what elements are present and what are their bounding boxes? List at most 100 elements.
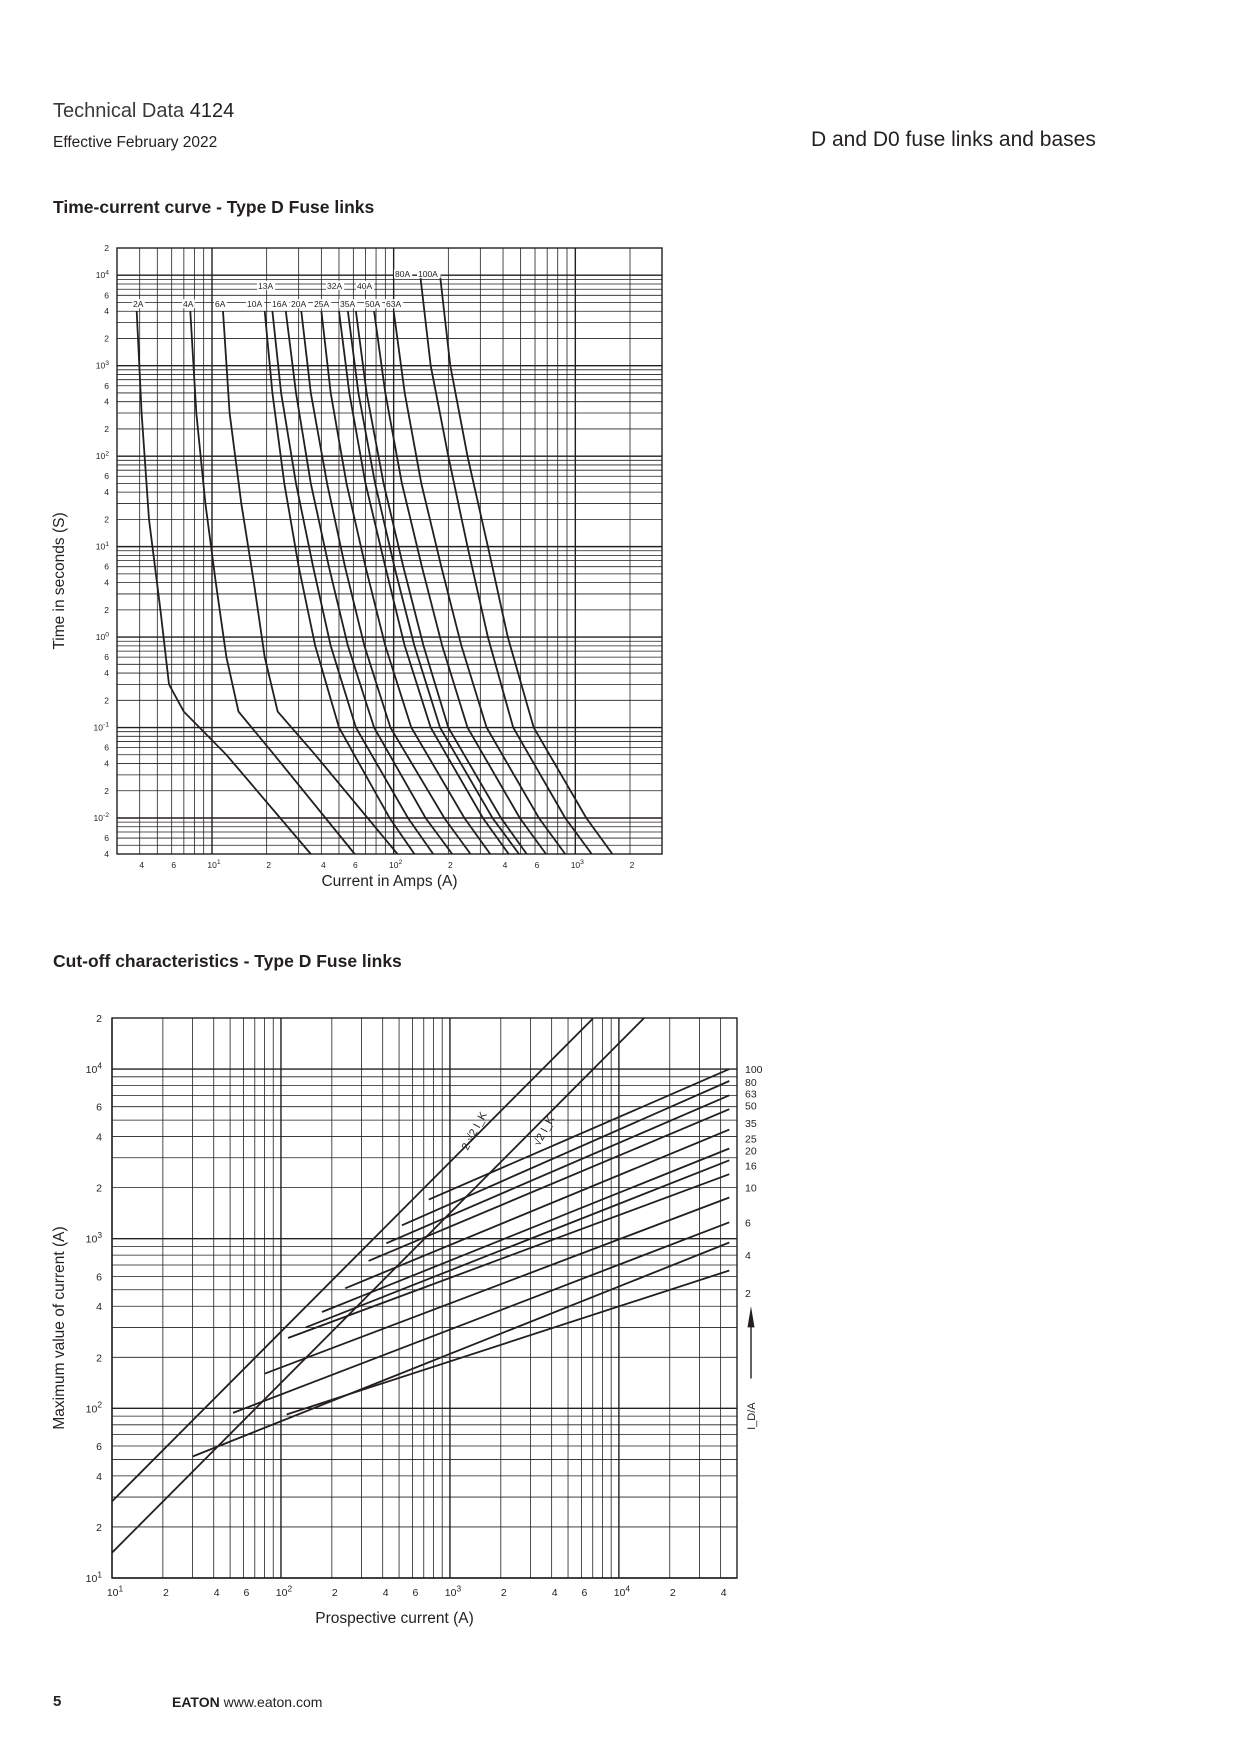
cutoff-curve-6 bbox=[232, 1221, 730, 1414]
plot-frame bbox=[116, 247, 663, 855]
curve-63A bbox=[392, 311, 566, 855]
curve-label-16A: 16A bbox=[272, 299, 287, 309]
y-tick-label: 4 bbox=[96, 1471, 102, 1483]
curve-label-background bbox=[257, 280, 276, 290]
y-tick-label: 6 bbox=[96, 1271, 102, 1283]
y-tick-label: 4 bbox=[96, 1301, 102, 1313]
rating-label-20: 20 bbox=[745, 1146, 757, 1158]
y-tick-label: 103 bbox=[96, 360, 109, 371]
document-heading: D and D0 fuse links and bases bbox=[811, 128, 1096, 151]
cutoff-curve-100 bbox=[428, 1068, 730, 1201]
x-tick-label: 2 bbox=[501, 1587, 507, 1599]
y-tick-label: 100 bbox=[96, 631, 109, 642]
x-tick-label: 102 bbox=[389, 859, 402, 870]
curve-100A bbox=[439, 275, 614, 855]
x-tick-label: 6 bbox=[244, 1587, 250, 1599]
y-tick-label: 4 bbox=[104, 397, 109, 407]
curve-label-background bbox=[313, 299, 332, 309]
y-tick-label: 6 bbox=[104, 833, 109, 843]
y-tick-label: 104 bbox=[86, 1060, 103, 1076]
y-tick-label: 104 bbox=[96, 269, 109, 280]
reference-line-labels: 2·√2 I_K √2 I_K bbox=[460, 1109, 558, 1152]
document-title: Technical Data 4124 bbox=[53, 100, 234, 123]
y-axis-title: Time in seconds (S) bbox=[51, 512, 68, 649]
page-number: 5 bbox=[53, 1693, 62, 1710]
curve-4A bbox=[189, 311, 356, 855]
cutoff-curve-35 bbox=[344, 1128, 730, 1290]
cutoff-curves bbox=[192, 1068, 730, 1458]
x-axis-ticks: 101 2 4 6 102 2 4 6 103 2 4 6 104 2 4 bbox=[107, 1583, 727, 1599]
curve-6A bbox=[222, 311, 399, 855]
curve-label-2A: 2A bbox=[133, 299, 144, 309]
curve-label-20A: 20A bbox=[291, 299, 306, 309]
reference-label-2sqrt2-ik: 2·√2 I_K bbox=[460, 1109, 490, 1152]
cutoff-curve-20 bbox=[305, 1159, 730, 1329]
y-tick-label: 2 bbox=[104, 424, 109, 434]
x-tick-label: 2 bbox=[332, 1587, 338, 1599]
x-tick-label: 2 bbox=[448, 860, 453, 870]
curve-label-25A: 25A bbox=[314, 299, 329, 309]
y-tick-label: 101 bbox=[86, 1569, 103, 1585]
x-tick-label: 103 bbox=[571, 859, 584, 870]
x-axis-ticks: 4 6 101 2 4 6 102 2 4 6 103 2 bbox=[139, 859, 634, 870]
document-number: 4124 bbox=[189, 100, 235, 122]
curve-label-background bbox=[132, 299, 145, 309]
y-tick-label: 4 bbox=[104, 306, 109, 316]
curve-label-background bbox=[339, 299, 358, 309]
cutoff-curve-63 bbox=[385, 1094, 730, 1245]
x-tick-label: 6 bbox=[171, 860, 176, 870]
rating-label-6: 6 bbox=[745, 1217, 751, 1229]
time-current-grid bbox=[116, 247, 663, 855]
y-tick-label: 4 bbox=[104, 759, 109, 769]
rating-label-10: 10 bbox=[745, 1183, 757, 1195]
curve-label-background bbox=[271, 299, 290, 309]
rating-label-2: 2 bbox=[745, 1288, 751, 1300]
x-tick-label: 101 bbox=[107, 1583, 124, 1599]
curve-16A bbox=[284, 311, 453, 855]
y-tick-label: 2 bbox=[104, 243, 109, 253]
brand-name: EATON bbox=[172, 1694, 220, 1710]
curve-label-background bbox=[214, 299, 227, 309]
curve-label-background bbox=[290, 299, 309, 309]
rating-axis-title: I_D/A bbox=[746, 1402, 758, 1430]
curve-label-63A: 63A bbox=[386, 299, 401, 309]
rating-label-80: 80 bbox=[745, 1077, 757, 1089]
x-tick-label: 4 bbox=[139, 860, 144, 870]
fuse-curves bbox=[135, 275, 614, 855]
x-tick-label: 4 bbox=[552, 1587, 558, 1599]
rating-axis-arrow-head bbox=[747, 1306, 755, 1328]
x-tick-label: 6 bbox=[413, 1587, 419, 1599]
curve-label-40A: 40A bbox=[357, 281, 372, 291]
y-tick-label: 102 bbox=[96, 450, 109, 461]
curve-label-35A: 35A bbox=[340, 299, 355, 309]
y-tick-label: 4 bbox=[104, 849, 109, 859]
curve-25A bbox=[320, 311, 491, 855]
curve-label-background bbox=[326, 280, 345, 290]
y-tick-label: 6 bbox=[104, 562, 109, 572]
curve-20A bbox=[300, 311, 472, 855]
y-tick-label: 6 bbox=[96, 1102, 102, 1114]
y-tick-label: 103 bbox=[86, 1230, 103, 1246]
curve-label-background bbox=[246, 299, 265, 309]
rating-label-4: 4 bbox=[745, 1250, 751, 1262]
y-axis-ticks: 2 104 6 4 2 103 6 4 2 102 6 4 2 101 bbox=[86, 1013, 103, 1585]
curve-10A bbox=[263, 311, 416, 855]
rating-label-35: 35 bbox=[745, 1118, 757, 1130]
curve-35A bbox=[347, 311, 520, 855]
website-link: www.eaton.com bbox=[223, 1694, 323, 1710]
curve-label-50A: 50A bbox=[365, 299, 380, 309]
footer-brand: EATON www.eaton.com bbox=[172, 1694, 322, 1710]
curve-13A bbox=[271, 311, 434, 855]
x-tick-label: 104 bbox=[614, 1583, 631, 1599]
x-tick-label: 101 bbox=[207, 859, 220, 870]
x-tick-label: 6 bbox=[581, 1587, 587, 1599]
x-axis-title: Prospective current (A) bbox=[315, 1610, 474, 1627]
cutoff-curve-50 bbox=[368, 1108, 730, 1262]
cutoff-curve-16 bbox=[287, 1173, 730, 1339]
rating-label-16: 16 bbox=[745, 1161, 757, 1173]
plot-frame bbox=[111, 1017, 738, 1579]
curve-label-background bbox=[394, 269, 413, 279]
curve-32A bbox=[338, 311, 510, 855]
